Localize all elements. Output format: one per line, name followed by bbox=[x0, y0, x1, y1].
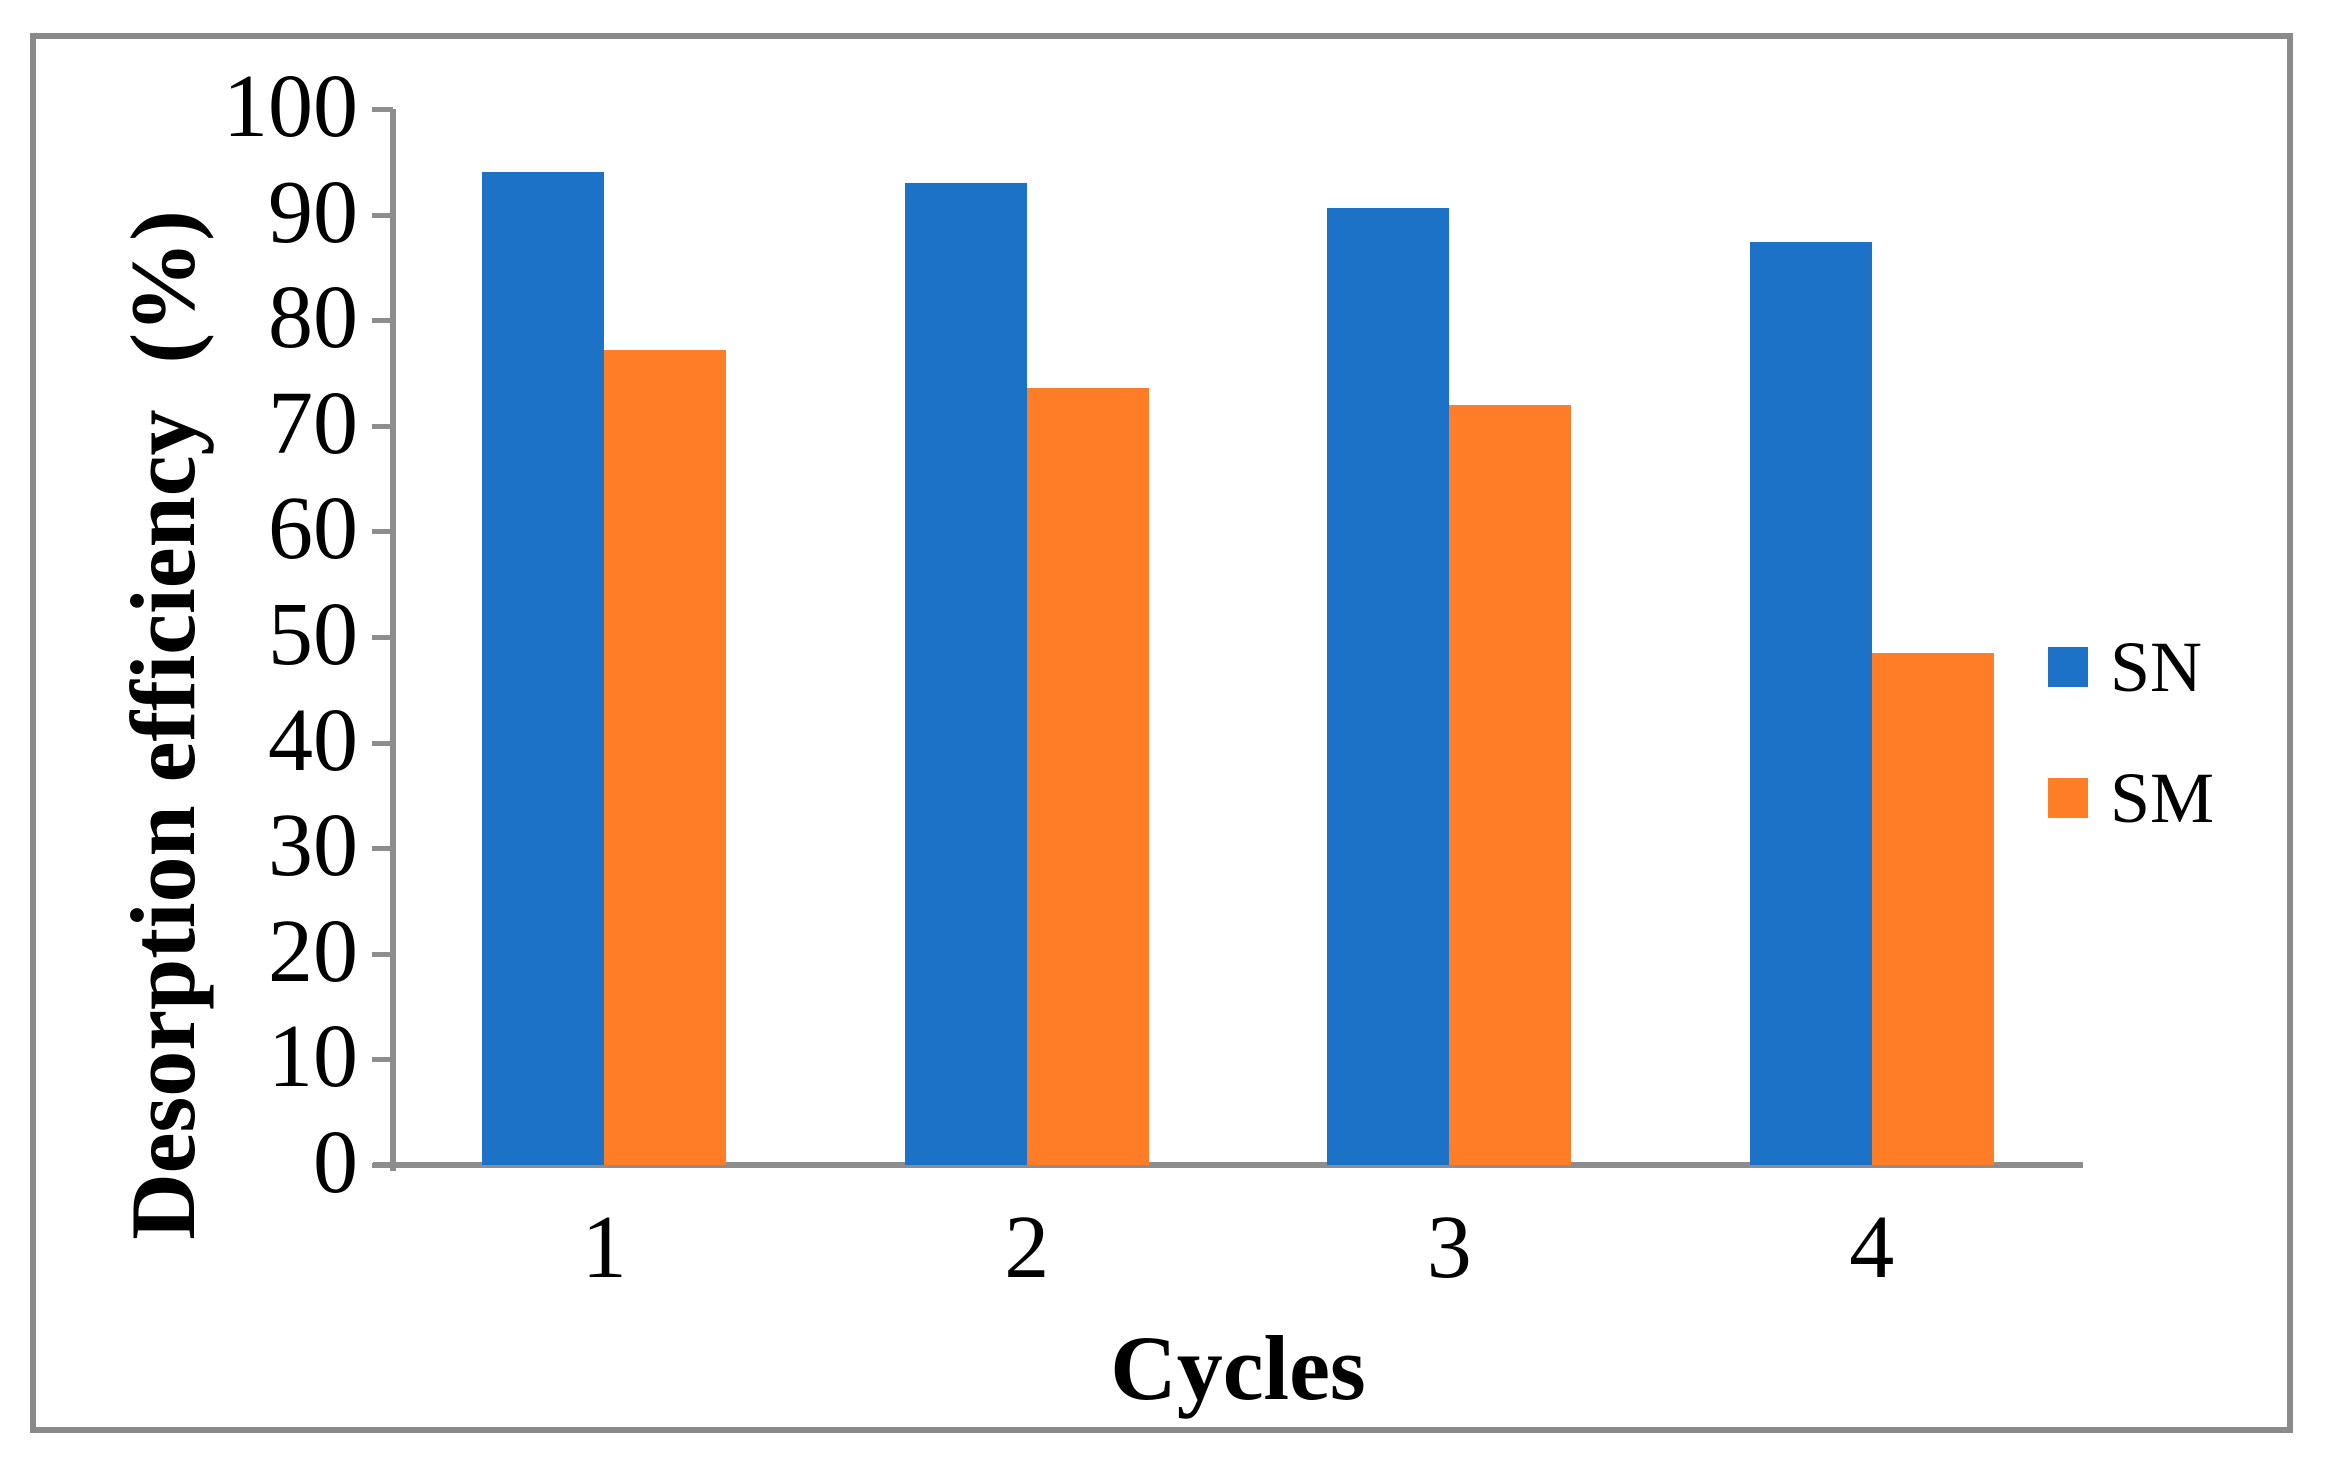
y-tick-label-30: 30 bbox=[268, 796, 358, 896]
y-tick-0 bbox=[372, 1163, 393, 1168]
y-axis-line bbox=[390, 109, 396, 1171]
bar-sn-cycle-3 bbox=[1327, 208, 1450, 1165]
y-tick-50 bbox=[372, 635, 393, 640]
y-tick-label-20: 20 bbox=[268, 901, 358, 1001]
y-tick-60 bbox=[372, 529, 393, 535]
bar-sn-cycle-4 bbox=[1749, 242, 1872, 1165]
y-tick-label-0: 0 bbox=[313, 1113, 358, 1213]
y-tick-label-70: 70 bbox=[268, 373, 358, 473]
y-tick-70 bbox=[372, 423, 393, 429]
y-tick-label-60: 60 bbox=[268, 479, 358, 579]
x-axis-title: Cycles bbox=[1110, 1317, 1366, 1419]
x-tick-label-3: 3 bbox=[1426, 1198, 1472, 1297]
chart-outer-frame bbox=[30, 33, 2293, 1433]
legend-label-sm: SM bbox=[2110, 758, 2215, 838]
y-tick-label-80: 80 bbox=[268, 268, 358, 368]
y-tick-label-100: 100 bbox=[223, 57, 358, 157]
bar-sn-cycle-2 bbox=[904, 182, 1027, 1165]
y-tick-label-40: 40 bbox=[268, 690, 358, 790]
x-tick-label-4: 4 bbox=[1849, 1198, 1895, 1297]
y-axis-title: Desorption efficiency (%) bbox=[112, 210, 214, 1240]
bar-sm-cycle-1 bbox=[604, 349, 727, 1165]
y-tick-label-50: 50 bbox=[268, 585, 358, 685]
bar-sm-cycle-3 bbox=[1449, 404, 1572, 1165]
legend-label-sn: SN bbox=[2110, 627, 2203, 707]
y-tick-20 bbox=[372, 951, 393, 957]
x-tick-label-2: 2 bbox=[1004, 1198, 1050, 1297]
y-tick-label-90: 90 bbox=[268, 162, 358, 262]
y-tick-10 bbox=[372, 1057, 393, 1063]
y-tick-90 bbox=[372, 212, 393, 218]
y-tick-80 bbox=[372, 318, 393, 324]
bar-sm-cycle-4 bbox=[1871, 652, 1994, 1165]
y-tick-30 bbox=[372, 846, 393, 852]
legend-swatch-sn bbox=[2048, 647, 2088, 687]
legend-item-sn: SN bbox=[2048, 631, 2202, 703]
legend-swatch-sm bbox=[2048, 778, 2088, 818]
bar-sm-cycle-2 bbox=[1026, 387, 1149, 1165]
y-tick-40 bbox=[372, 740, 393, 746]
legend-item-sm: SM bbox=[2048, 762, 2214, 834]
y-tick-100 bbox=[372, 107, 393, 112]
x-axis-line bbox=[373, 1162, 2083, 1168]
y-tick-label-10: 10 bbox=[268, 1007, 358, 1107]
bar-sn-cycle-1 bbox=[482, 172, 605, 1165]
x-tick-label-1: 1 bbox=[581, 1198, 627, 1297]
